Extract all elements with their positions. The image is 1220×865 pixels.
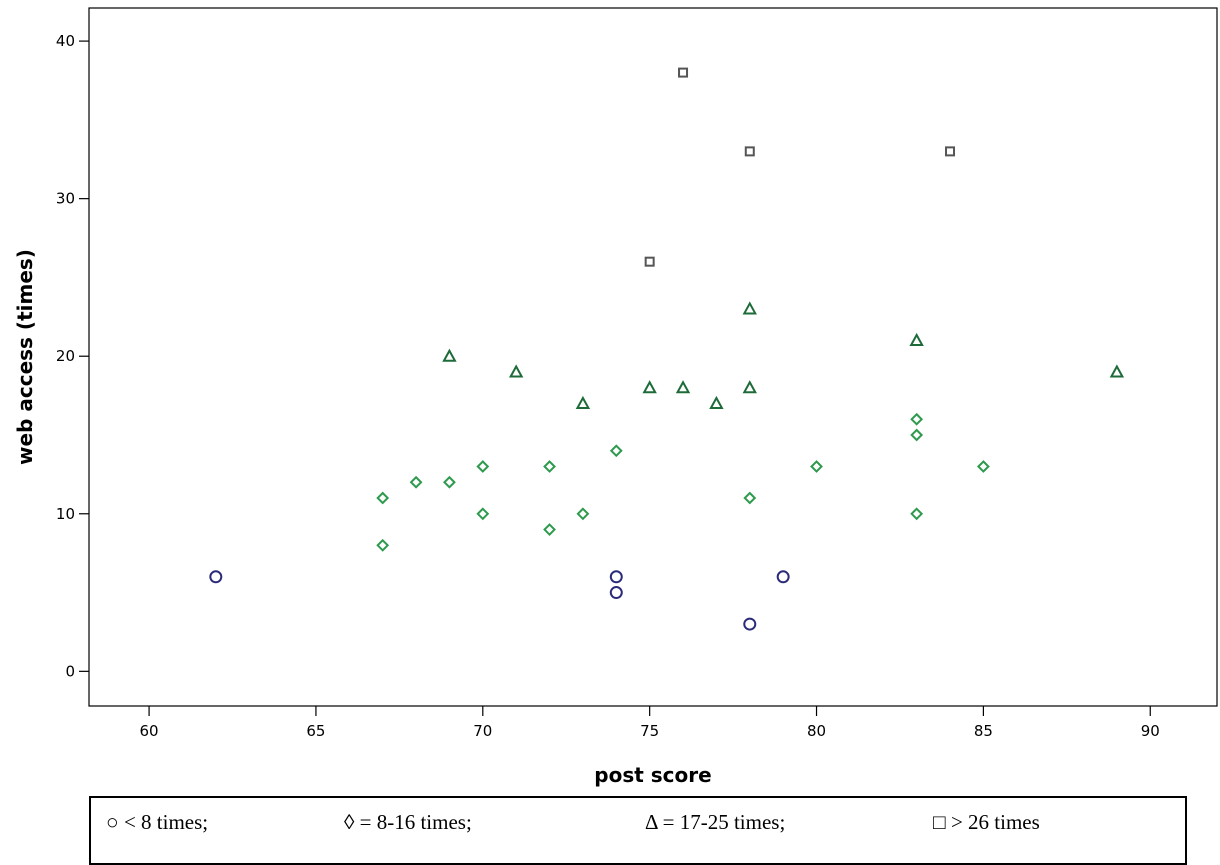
diamond-marker	[976, 460, 990, 473]
legend-item-diamond: ◊ = 8-16 times;	[344, 810, 472, 835]
legend-item-circle: ○ < 8 times;	[106, 810, 208, 835]
circle-icon: ○	[106, 810, 119, 834]
y-tick-label: 0	[65, 662, 75, 680]
y-tick-label: 30	[56, 190, 75, 208]
triangle-marker	[742, 380, 757, 394]
diamond-marker	[476, 460, 490, 473]
diamond-marker	[543, 460, 556, 473]
x-tick-label: 70	[473, 722, 492, 740]
circle-marker	[609, 586, 623, 600]
circle-marker	[609, 570, 623, 584]
triangle-marker	[508, 364, 524, 378]
data-points	[209, 67, 1125, 631]
diamond-marker	[910, 412, 924, 426]
legend-item-square: □ > 26 times	[933, 810, 1040, 835]
square-marker	[644, 256, 655, 267]
square-marker	[744, 146, 755, 157]
triangle-marker	[1109, 364, 1125, 378]
diamond-marker	[543, 523, 556, 536]
square-marker	[945, 146, 956, 157]
square-icon: □	[933, 810, 946, 834]
legend-label: = 8-16 times;	[359, 810, 472, 834]
diamond-marker	[376, 491, 390, 505]
scatter-chart: 0 10 20 30 40 60 65 70 75 80 85 90 post score web …	[13, 7, 1218, 787]
legend-label: < 8 times;	[123, 810, 209, 834]
x-tick-label: 65	[306, 722, 325, 740]
diamond-marker	[576, 507, 590, 521]
diamond-marker	[810, 460, 823, 473]
x-tick-label: 60	[140, 722, 159, 740]
diamond-marker	[743, 491, 757, 505]
legend-item-triangle: Δ = 17-25 times;	[645, 810, 785, 835]
diamond-marker	[910, 507, 924, 521]
y-tick-label: 10	[56, 505, 75, 523]
legend-label: > 26 times	[950, 810, 1040, 834]
diamond-marker	[910, 428, 924, 442]
circle-marker	[743, 617, 757, 631]
x-tick-label: 90	[1141, 722, 1160, 740]
legend-label: = 17-25 times;	[662, 810, 786, 834]
circle-marker	[776, 570, 790, 584]
triangle-marker	[675, 380, 691, 394]
x-tick-label: 75	[640, 722, 659, 740]
diamond-marker	[609, 444, 623, 458]
diamond-marker	[409, 475, 423, 489]
circle-marker	[209, 570, 223, 584]
diamond-marker	[376, 538, 390, 552]
legend: ○ < 8 times; ◊ = 8-16 times; Δ = 17-25 t…	[89, 796, 1187, 865]
triangle-marker	[442, 348, 457, 362]
y-tick-label: 40	[56, 32, 75, 50]
x-axis: 60 65 70 75 80 85 90	[140, 706, 1160, 740]
y-tick-label: 20	[56, 347, 75, 365]
triangle-marker	[742, 301, 757, 315]
triangle-marker	[575, 395, 591, 409]
triangle-marker	[709, 395, 724, 409]
triangle-marker	[642, 380, 657, 394]
diamond-marker	[476, 507, 490, 521]
plot-area-frame	[88, 7, 1218, 707]
square-marker	[678, 67, 689, 78]
triangle-icon: Δ	[645, 810, 658, 834]
x-tick-label: 85	[974, 722, 993, 740]
y-axis-title: web access (times)	[13, 249, 37, 465]
x-tick-label: 80	[807, 722, 826, 740]
diamond-marker	[443, 475, 456, 489]
triangle-marker	[909, 332, 924, 346]
diamond-icon: ◊	[344, 810, 355, 834]
y-axis: 0 10 20 30 40	[56, 32, 89, 680]
x-axis-title: post score	[594, 763, 711, 787]
